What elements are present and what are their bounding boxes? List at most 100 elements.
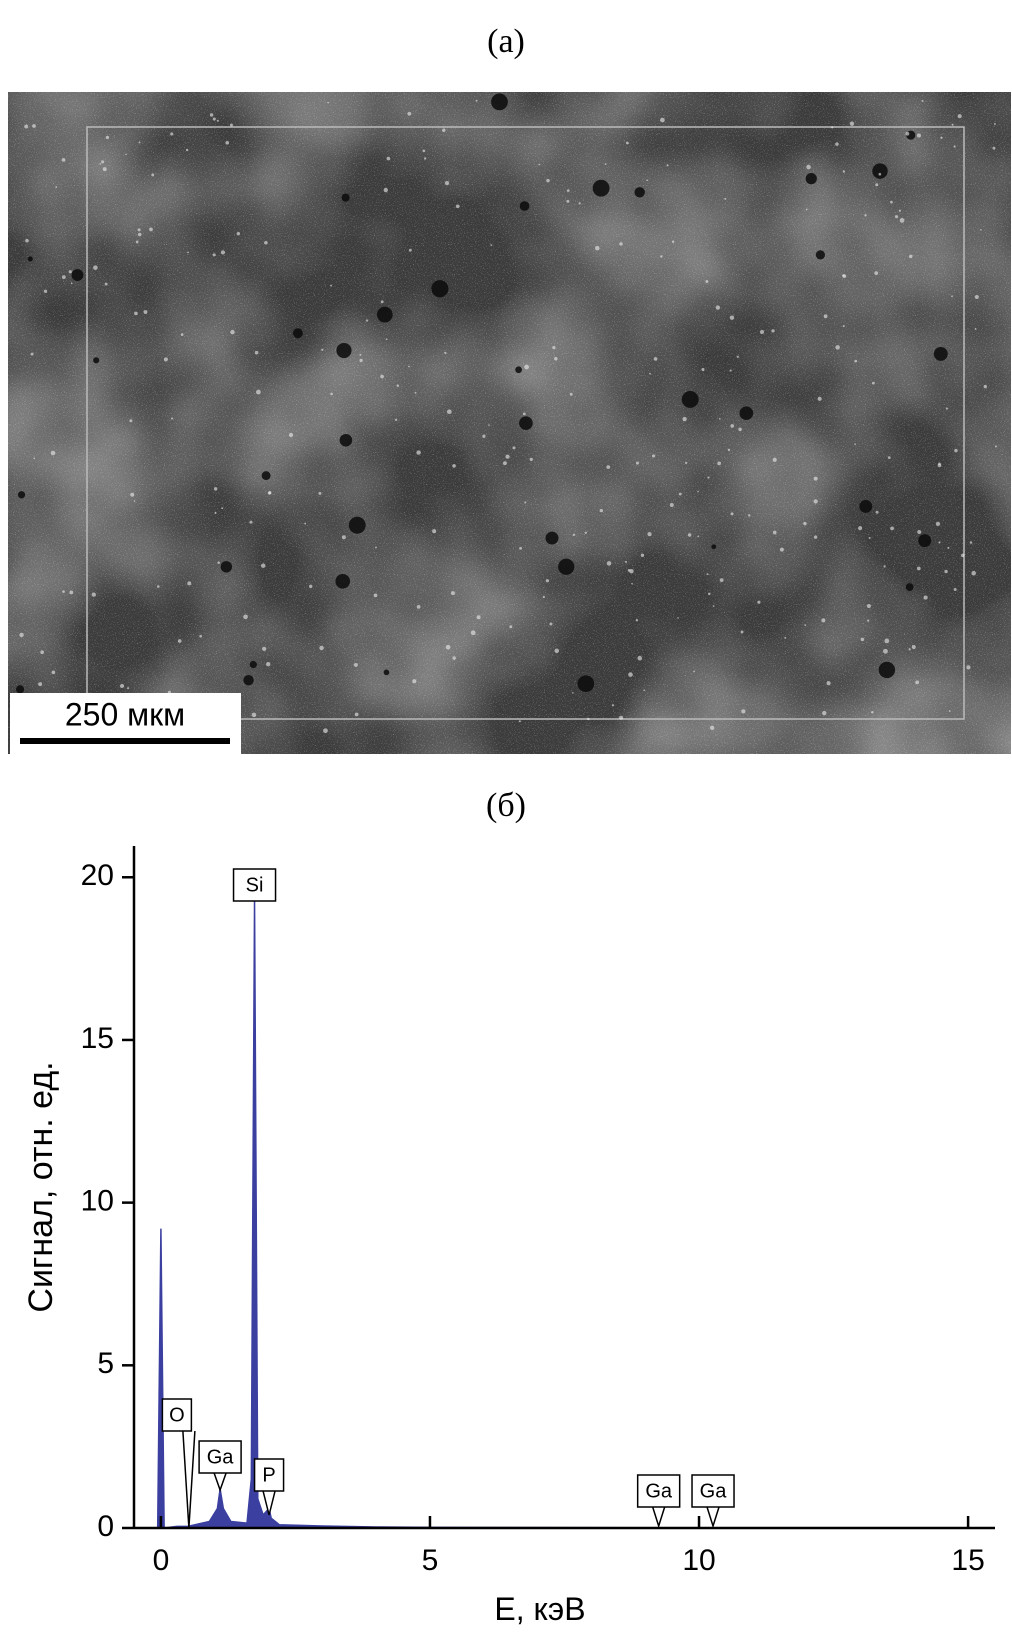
speck xyxy=(779,547,784,552)
speck xyxy=(771,329,775,333)
speck xyxy=(715,305,721,310)
pit xyxy=(681,390,699,408)
speck xyxy=(572,533,576,537)
speck xyxy=(450,591,455,596)
speck xyxy=(874,271,879,276)
speck xyxy=(652,454,656,458)
speck xyxy=(209,113,214,117)
speck xyxy=(444,181,450,186)
speck xyxy=(823,314,828,319)
annotation-box xyxy=(253,1458,285,1492)
speck xyxy=(730,512,734,516)
speck xyxy=(831,126,834,129)
speck xyxy=(143,310,148,314)
speck xyxy=(385,338,388,341)
speck xyxy=(373,593,378,598)
speck xyxy=(254,350,259,355)
speck xyxy=(705,280,709,284)
annotation-label: O xyxy=(169,1404,185,1426)
speck xyxy=(803,521,807,526)
speck xyxy=(890,526,895,531)
speck xyxy=(953,145,956,148)
speck xyxy=(170,417,174,420)
speck xyxy=(854,359,858,363)
speck xyxy=(422,149,426,153)
speck xyxy=(412,679,417,684)
speck xyxy=(446,409,452,415)
pit xyxy=(515,366,522,374)
speck xyxy=(911,644,916,649)
speck xyxy=(974,328,977,330)
speck xyxy=(993,122,996,125)
pit xyxy=(805,173,817,185)
speck xyxy=(707,592,711,596)
speck xyxy=(875,183,879,187)
speck xyxy=(452,656,456,660)
annotation-pointer xyxy=(213,1472,227,1493)
scale-bar-label: 250 мкм xyxy=(65,696,185,732)
speck xyxy=(366,319,369,322)
speck xyxy=(948,710,951,712)
speck xyxy=(678,492,682,496)
speck xyxy=(30,352,34,356)
speck xyxy=(512,446,516,450)
speck xyxy=(359,358,363,363)
speck xyxy=(518,720,521,723)
speck xyxy=(452,464,456,468)
speck xyxy=(359,353,362,356)
panel-label: (б) xyxy=(486,787,526,824)
speck xyxy=(578,202,581,205)
speck xyxy=(321,348,324,351)
annotation-box xyxy=(198,1440,242,1474)
speck xyxy=(822,710,827,716)
speck xyxy=(606,465,611,469)
speck xyxy=(890,200,893,204)
speck xyxy=(475,99,478,102)
speck xyxy=(69,590,74,595)
speck xyxy=(954,448,958,453)
speck xyxy=(185,148,189,152)
speck xyxy=(264,240,268,245)
panel-label: (а) xyxy=(487,23,525,60)
x-tick-label: 10 xyxy=(682,1544,715,1577)
speck xyxy=(414,391,417,394)
speck xyxy=(542,595,545,599)
speck xyxy=(101,160,105,164)
pit xyxy=(905,583,914,592)
x-tick-label: 5 xyxy=(422,1544,439,1577)
speck xyxy=(268,491,272,495)
speck xyxy=(729,315,735,320)
speck xyxy=(898,209,902,212)
annotation-box xyxy=(691,1474,735,1508)
speck xyxy=(595,245,600,251)
speck xyxy=(883,648,888,654)
speck xyxy=(835,345,840,350)
speck xyxy=(887,456,891,459)
speck xyxy=(748,514,751,517)
speck xyxy=(587,717,590,721)
speck xyxy=(606,561,612,566)
y-tick-label: 10 xyxy=(81,1185,114,1218)
x-axis-label: E, кэВ xyxy=(494,1591,585,1627)
y-tick-label: 0 xyxy=(97,1510,114,1543)
speck xyxy=(341,535,346,540)
pit xyxy=(491,93,508,111)
speck xyxy=(938,541,941,544)
speck xyxy=(442,128,446,132)
speck xyxy=(784,636,787,639)
pit xyxy=(341,193,350,202)
speck xyxy=(102,167,107,172)
speck xyxy=(408,365,410,368)
speck xyxy=(707,476,710,479)
speck xyxy=(445,644,451,650)
speck xyxy=(905,131,910,136)
speck xyxy=(643,689,646,691)
pit xyxy=(348,516,366,534)
speck xyxy=(693,670,695,673)
pit xyxy=(17,491,26,499)
speck xyxy=(867,619,870,622)
speck xyxy=(170,132,174,136)
speck xyxy=(524,501,527,504)
